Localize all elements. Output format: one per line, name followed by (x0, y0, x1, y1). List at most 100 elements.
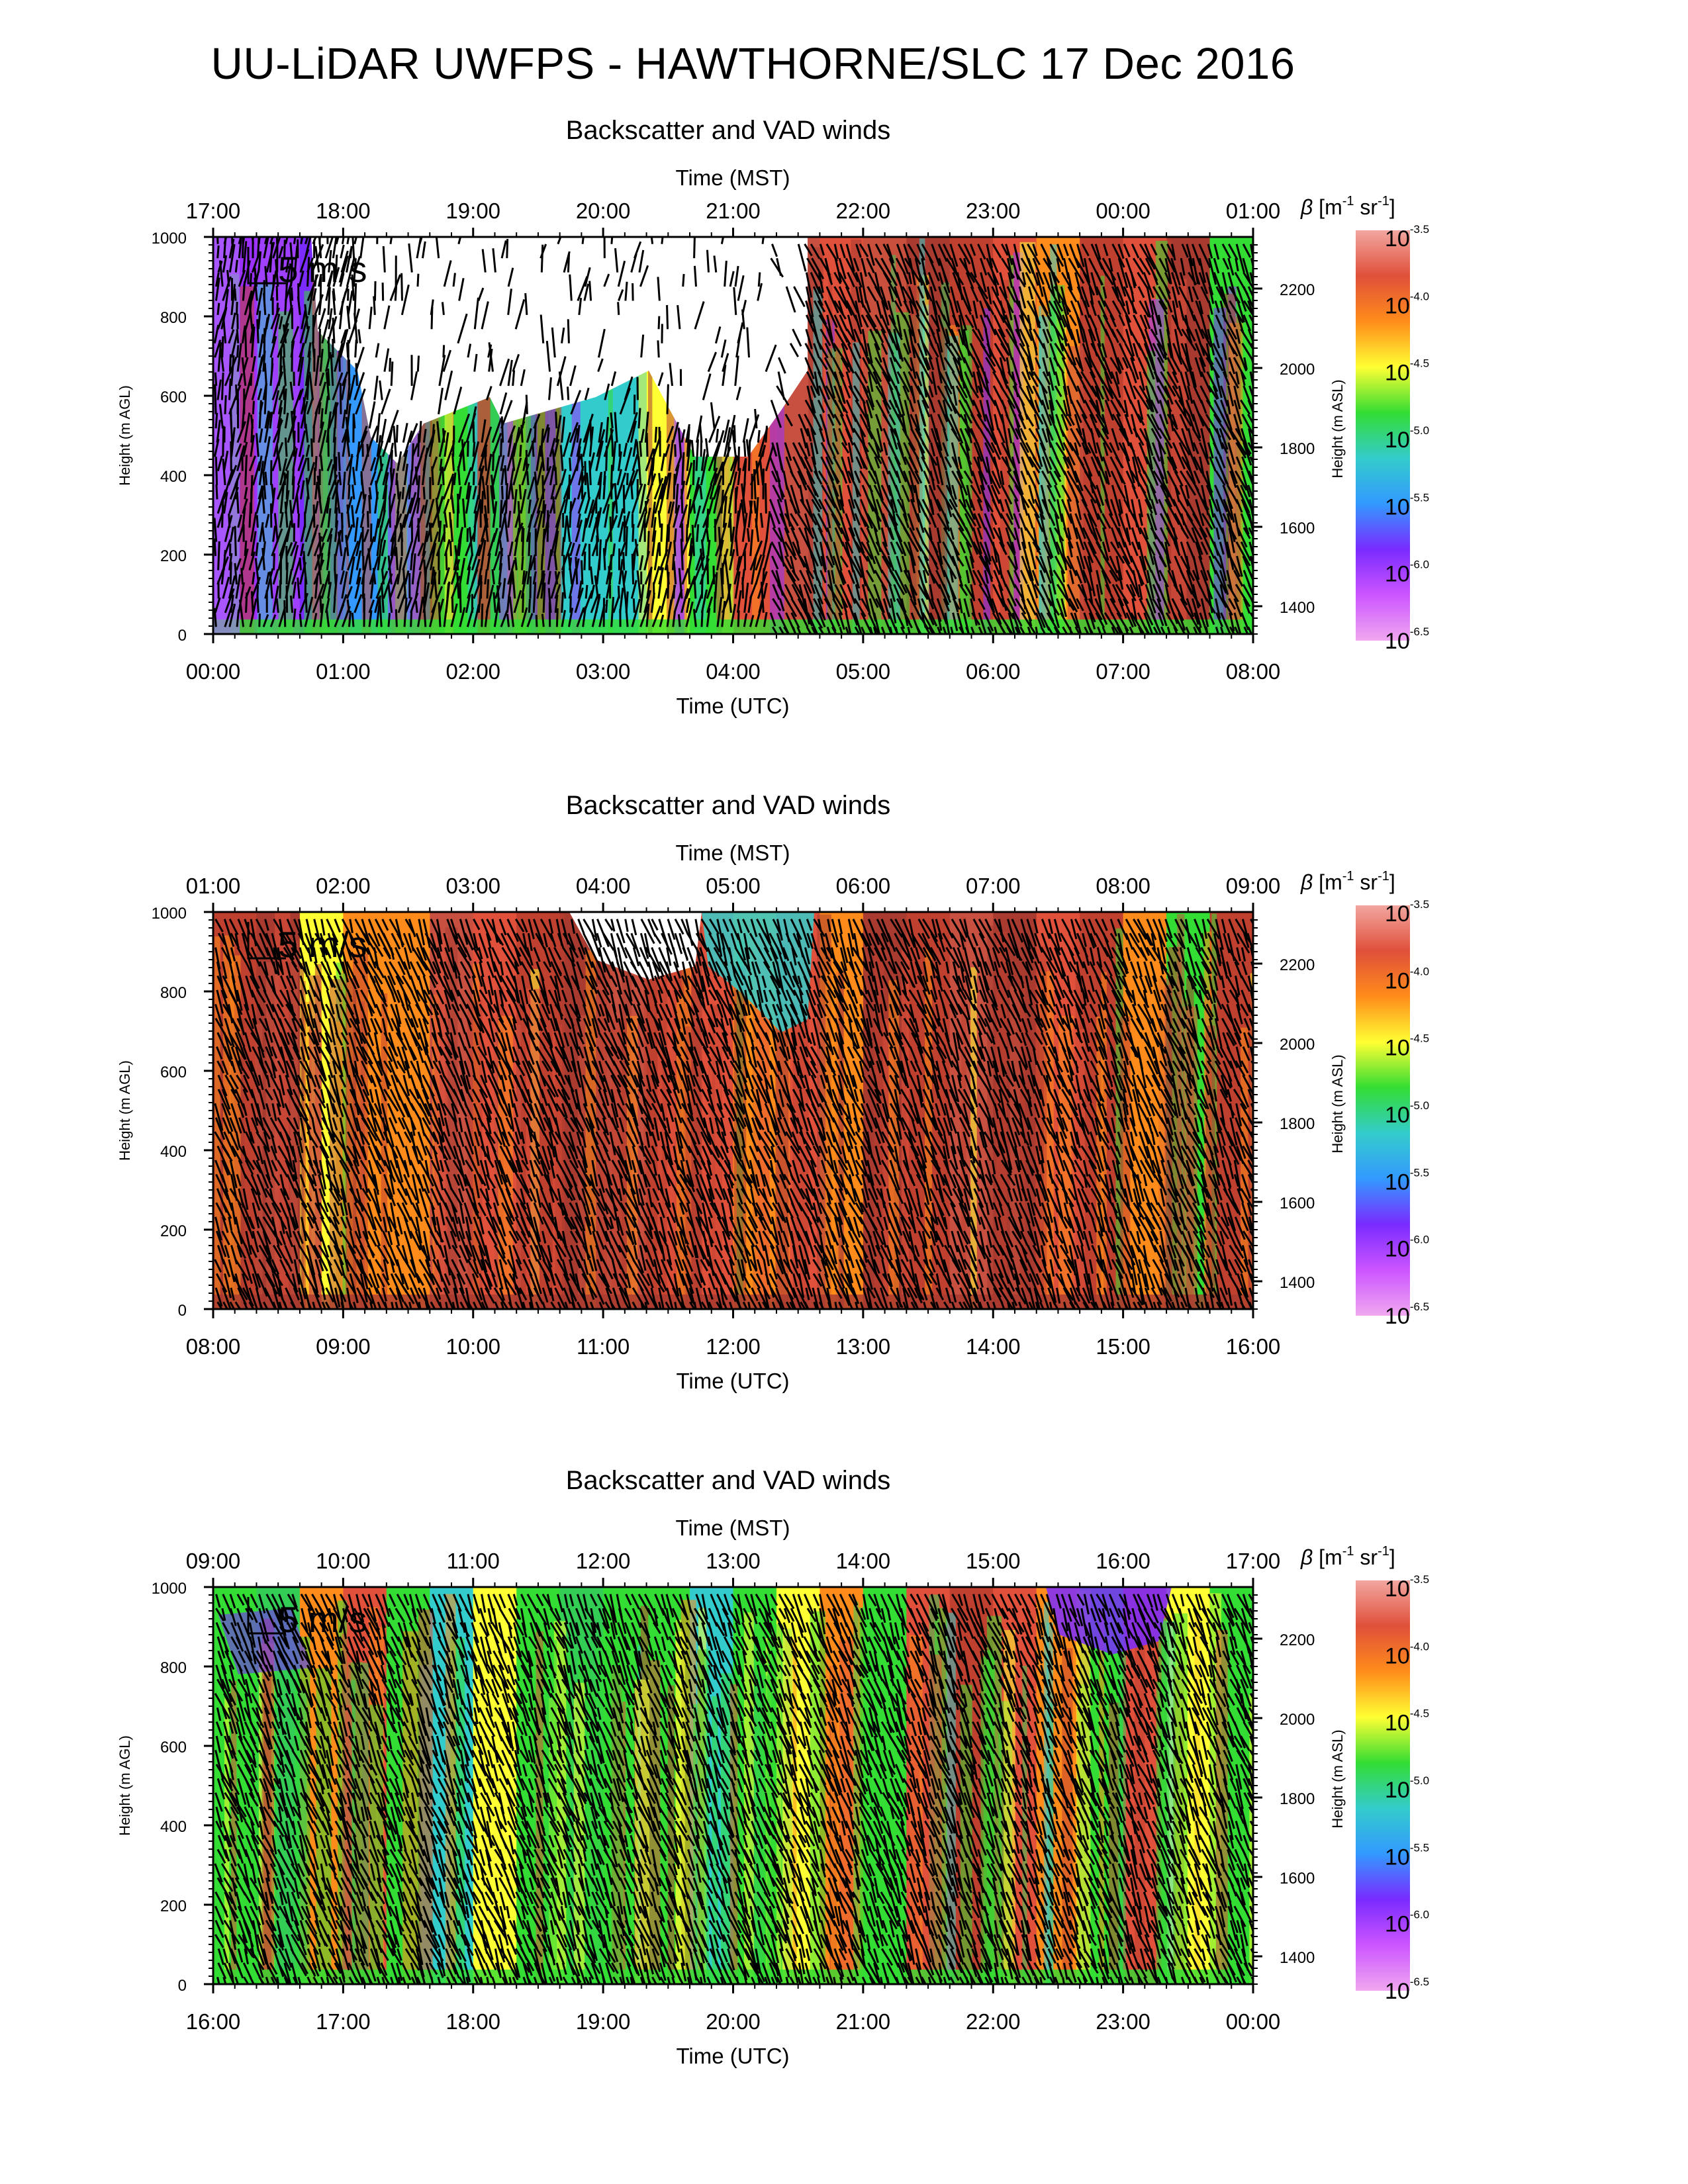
wind-arrow (218, 340, 225, 372)
wind-arrow (402, 989, 410, 1011)
wind-arrow (661, 237, 664, 244)
wind-arrow (1103, 371, 1114, 398)
wind-arrow (970, 598, 978, 626)
wind-arrow (853, 527, 865, 554)
wind-arrow (541, 424, 549, 443)
wind-arrow (755, 554, 763, 571)
wind-arrow (339, 594, 348, 614)
wind-arrow (992, 272, 1000, 296)
wind-arrow (327, 582, 332, 599)
wind-arrow (241, 357, 247, 387)
wind-arrow (381, 569, 385, 585)
wind-arrow (228, 513, 231, 528)
wind-arrow (439, 1245, 445, 1258)
wind-arrow (363, 598, 366, 627)
wind-arrow (1139, 243, 1156, 270)
wind-arrow (1027, 498, 1041, 519)
wind-arrow (1179, 272, 1186, 287)
wind-arrow (666, 304, 669, 330)
wind-arrow (271, 1173, 281, 1186)
wind-arrow (352, 484, 355, 500)
wind-arrow (747, 500, 753, 528)
wind-arrow (1236, 286, 1247, 312)
wind-arrow (618, 559, 624, 585)
wind-arrow (272, 1230, 283, 1246)
wind-arrow (1066, 527, 1072, 540)
wind-arrow (291, 484, 301, 514)
wind-arrow (874, 357, 891, 383)
wind-arrow (355, 1117, 365, 1145)
wind-arrow (401, 1245, 409, 1265)
wind-arrow (541, 529, 545, 557)
wind-arrow (424, 499, 428, 514)
wind-arrow (1228, 357, 1236, 375)
wind-arrow (353, 312, 358, 343)
wind-arrow (895, 471, 902, 484)
y-tick-label: 200 (160, 547, 187, 565)
wind-arrow (367, 1003, 373, 1017)
wind-arrow (467, 554, 473, 570)
wind-arrow (943, 598, 950, 612)
backscatter-streak (583, 266, 591, 634)
wind-arrow (390, 1203, 397, 1229)
wind-arrow (1059, 428, 1074, 451)
wind-arrow (522, 457, 528, 471)
wind-arrow (729, 271, 735, 287)
wind-arrow (293, 919, 303, 938)
wind-arrow (265, 1103, 271, 1117)
wind-arrow (438, 1117, 445, 1142)
wind-arrow (859, 456, 866, 469)
wind-arrow (691, 524, 695, 557)
wind-arrow (937, 385, 953, 412)
wind-arrow (388, 1117, 398, 1135)
wind-arrow (541, 504, 547, 528)
wind-arrow (839, 513, 850, 542)
wind-arrow (1082, 527, 1097, 555)
wind-arrow (554, 584, 561, 599)
wind-arrow (855, 456, 863, 469)
wind-arrow (1164, 541, 1170, 563)
wind-arrow (757, 283, 763, 301)
wind-arrow (1080, 584, 1088, 601)
wind-arrow (804, 357, 815, 379)
wind-arrow (1125, 527, 1131, 546)
wind-arrow (290, 1301, 297, 1309)
wind-arrow (286, 1216, 292, 1238)
wind-arrow (348, 975, 357, 990)
wind-arrow (492, 501, 498, 528)
wind-arrow (1164, 257, 1172, 285)
clean-air-region (702, 912, 814, 1032)
wind-arrow (1200, 598, 1209, 627)
wind-arrow (553, 551, 558, 570)
wind-arrow (778, 527, 789, 557)
wind-arrow (874, 569, 888, 592)
wind-arrow (229, 1074, 239, 1090)
backscatter-streak (345, 978, 357, 1309)
wind-arrow (868, 626, 874, 634)
wind-arrow (346, 248, 352, 273)
wind-arrow (289, 595, 294, 613)
wind-arrow (765, 344, 777, 373)
wind-arrow (423, 1046, 434, 1069)
wind-arrow (429, 975, 437, 989)
x-top-tick-label: 21:00 (706, 199, 761, 223)
wind-arrow (236, 345, 240, 358)
wind-arrow (1131, 598, 1138, 621)
wind-arrow (408, 496, 419, 528)
wind-arrow (277, 407, 283, 429)
wind-arrow (361, 494, 367, 514)
wind-arrow (728, 549, 735, 570)
wind-arrow (1144, 300, 1152, 318)
wind-arrow (966, 456, 974, 477)
wind-arrow (346, 599, 351, 614)
wind-arrow (352, 258, 357, 287)
wind-arrow (859, 243, 869, 257)
wind-arrow (429, 1103, 442, 1132)
wind-arrow (389, 961, 404, 985)
wind-arrow (1180, 598, 1191, 615)
wind-arrow (228, 575, 236, 599)
wind-arrow (360, 1060, 373, 1084)
wind-arrow (359, 1259, 369, 1290)
wind-arrow (472, 471, 475, 486)
wind-arrow (500, 240, 507, 259)
